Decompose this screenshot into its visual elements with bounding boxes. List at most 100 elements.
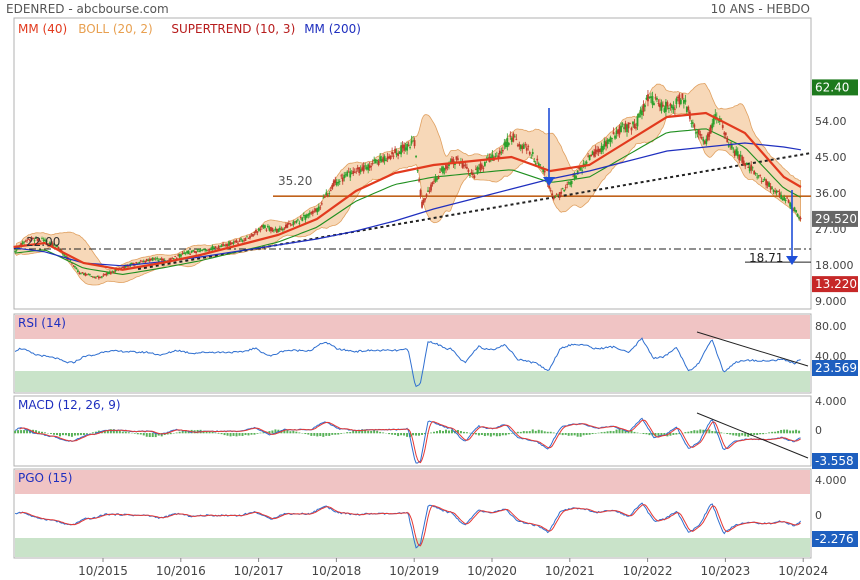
candle-body: [721, 125, 724, 128]
candle-body: [766, 181, 769, 186]
candle-body: [255, 229, 257, 233]
candle-body: [521, 145, 524, 150]
macd-hist-bar: [436, 431, 439, 434]
candle-body: [265, 229, 268, 231]
candle-body: [284, 224, 287, 229]
macd-hist-bar: [307, 433, 310, 435]
candle-body: [308, 212, 311, 215]
macd-hist-bar: [355, 430, 358, 434]
candle-body: [169, 258, 172, 262]
candle-body: [319, 207, 322, 209]
candle-body: [662, 104, 664, 107]
candle-body: [787, 200, 790, 203]
candle-body: [279, 227, 281, 230]
candle-body: [469, 174, 471, 176]
candle-body: [602, 146, 604, 151]
candle-body: [777, 191, 780, 192]
candle-body: [290, 224, 293, 226]
candle-body: [180, 254, 183, 256]
macd-hist-bar: [82, 433, 85, 436]
candle-body: [216, 248, 218, 249]
candle-body: [15, 247, 18, 251]
candle-body: [653, 103, 655, 106]
candle-body: [201, 250, 204, 251]
candle-body: [364, 165, 367, 167]
candle-body: [572, 175, 575, 177]
candle-body: [56, 245, 58, 248]
macd-hist-bar: [169, 433, 172, 435]
candle-body: [620, 125, 622, 133]
macd-hist-bar: [489, 433, 492, 437]
candle-body: [436, 178, 438, 181]
candle-body: [287, 223, 290, 225]
candle-body: [178, 253, 181, 258]
candle-body: [760, 181, 763, 182]
candle-body: [697, 129, 700, 135]
candle-body: [147, 260, 150, 262]
candle-body: [277, 228, 280, 232]
legend-item-2: SUPERTREND (10, 3): [171, 22, 295, 36]
candle-body: [506, 138, 509, 147]
chart-source-title: EDENRED - abcbourse.com: [6, 2, 169, 16]
level-label-22: 22.00: [26, 235, 60, 249]
macd-hist-bar: [753, 433, 756, 435]
macd-hist-bar: [214, 432, 217, 434]
x-label-2: 10/2017: [234, 564, 284, 578]
candle-body: [648, 96, 651, 98]
candle-body: [349, 171, 352, 178]
candle-body: [720, 118, 723, 120]
candle-body: [160, 258, 163, 261]
macd-hist-bar: [286, 430, 289, 434]
candle-body: [765, 179, 768, 186]
candle-body: [334, 179, 337, 183]
macd-hist-bar: [406, 433, 409, 437]
candle-body: [793, 207, 796, 212]
candle-body: [121, 266, 124, 268]
candle-body: [63, 254, 66, 256]
candle-body: [575, 176, 578, 179]
macd-hist-bar: [397, 433, 400, 437]
candle-body: [326, 194, 329, 196]
candle-body: [199, 249, 202, 251]
macd-hist-bar: [594, 433, 597, 434]
macd-hist-bar: [226, 433, 229, 436]
candle-body: [479, 163, 482, 171]
candle-body: [711, 123, 714, 129]
candle-body: [72, 265, 75, 267]
candle-body: [799, 217, 802, 220]
macd-hist-bar: [55, 433, 58, 436]
candle-body: [510, 137, 513, 142]
macd-hist-bar: [495, 433, 498, 437]
candle-body: [771, 187, 774, 189]
candle-body: [629, 122, 631, 124]
candle-body: [699, 134, 702, 136]
candle-body: [24, 241, 27, 243]
panel-badge-3: -2.276: [815, 532, 854, 546]
candle-body: [39, 240, 42, 242]
macd-hist-bar: [636, 432, 639, 434]
tick-panel-2: 4.000: [815, 395, 847, 408]
macd-hist-bar: [480, 433, 483, 435]
macd-hist-bar: [259, 432, 262, 434]
candle-body: [564, 187, 567, 189]
candle-body: [190, 250, 193, 253]
candle-body: [223, 245, 226, 247]
candle-body: [96, 276, 99, 277]
candle-body: [77, 270, 79, 273]
candle-body: [558, 192, 561, 198]
candle-body: [696, 131, 699, 133]
candle-body: [123, 265, 126, 270]
candle-body: [205, 250, 208, 252]
supertrend-line: [15, 128, 801, 275]
candle-body: [783, 196, 786, 201]
candle-body: [573, 173, 576, 179]
candle-body: [513, 136, 516, 138]
candle-body: [744, 163, 747, 167]
macd-hist-bar: [118, 430, 121, 434]
candle-body: [51, 243, 54, 247]
candle-body: [65, 255, 67, 258]
macd-hist-bar: [44, 432, 47, 434]
panel-badge-bg: [812, 531, 858, 547]
candle-body: [555, 194, 558, 196]
candle-body: [316, 207, 319, 213]
